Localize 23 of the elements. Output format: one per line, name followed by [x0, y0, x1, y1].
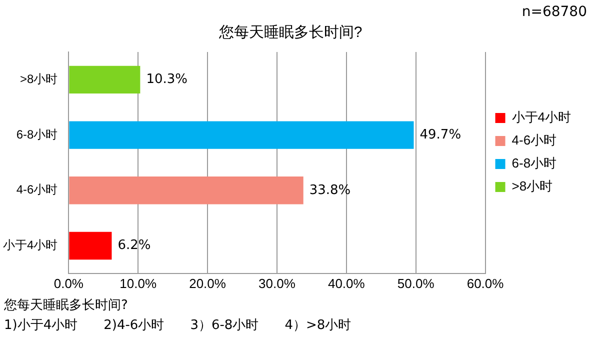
text: 您每天睡眠多长时间? — [4, 298, 128, 313]
legend-label: 4-6小时 — [512, 132, 557, 148]
y-tick-label: >8小时 — [20, 72, 58, 86]
y-tick-label: 小于4小时 — [2, 238, 58, 252]
text: 1)小于4小时 2)4-6小时 3）6-8小时 4）>8小时 — [4, 318, 352, 333]
x-tick-label: 60.0% — [466, 276, 504, 291]
legend-label: 小于4小时 — [512, 110, 572, 125]
x-tick-label: 0.0% — [54, 276, 84, 291]
x-tick-label: 50.0% — [397, 276, 435, 291]
x-tick-label: 20.0% — [189, 276, 226, 291]
x-tick-label: 30.0% — [258, 276, 296, 291]
legend-label: 6-8小时 — [512, 156, 557, 171]
chart-title: 您每天睡眠多长时间? — [218, 24, 362, 42]
legend-label: >8小时 — [512, 178, 553, 194]
data-label: 33.8% — [309, 182, 351, 198]
text: n=68780 — [522, 4, 587, 20]
x-tick-label: 10.0% — [120, 276, 157, 291]
y-tick-label: 4-6小时 — [16, 182, 58, 197]
data-label: 6.2% — [118, 238, 151, 254]
x-tick-label: 40.0% — [328, 276, 366, 291]
data-label: 49.7% — [420, 127, 462, 142]
y-tick-label: 6-8小时 — [16, 127, 58, 142]
data-label: 10.3% — [146, 72, 188, 88]
